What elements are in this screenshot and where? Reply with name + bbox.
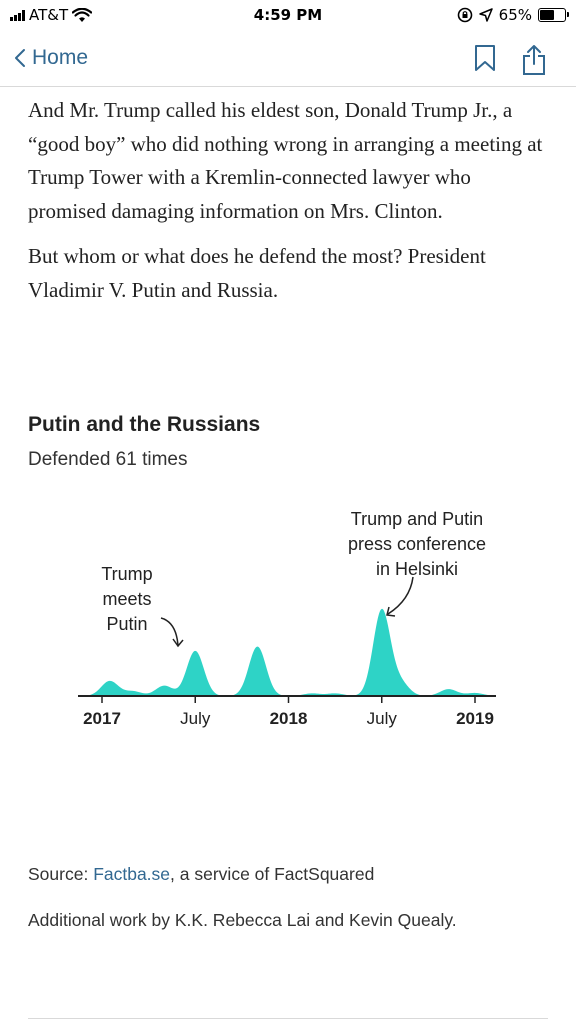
chart-annotation-arrow [160,617,179,646]
chart-annotation-0: Trump meets Putin [101,564,184,648]
chart: 2017 July 2018 July 2019 TrumpmeetsPutinTrum… [78,509,496,728]
nav-actions [474,44,546,76]
chart-annotation-line: press conference [348,534,486,554]
chart-density-area [78,608,496,696]
chart-annotation-line: Trump [101,564,152,584]
carrier-label: AT&T [29,6,69,24]
chart-tick-label: 2018 [270,709,308,728]
chart-annotation-line: Putin [106,614,147,634]
share-icon[interactable] [522,44,546,76]
status-time: 4:59 PM [253,6,323,24]
status-bar: AT&T 4:59 PM 65% [0,0,576,32]
chart-annotation-arrowhead [172,638,184,648]
battery-icon [538,8,569,22]
nav-bar: Home [0,32,576,87]
chart-tick-label: 2017 [83,709,121,728]
chart-annotation-line: in Helsinki [376,559,458,579]
article-paragraph: And Mr. Trump called his eldest son, Don… [28,98,543,223]
wifi-icon [72,7,93,22]
chart-ticks: 2017 July 2018 July 2019 [83,696,494,728]
signal-icon [10,9,25,21]
location-icon [478,8,493,22]
chart-tick-label: July [180,709,211,728]
chart-tick-label: 2019 [456,709,494,728]
status-left: AT&T [10,6,93,24]
chart-tick-label: July [367,709,398,728]
article-body: And Mr. Trump called his eldest son, Don… [28,94,548,319]
divider [28,1018,548,1019]
credit-line: Additional work by K.K. Rebecca Lai and … [28,910,457,930]
status-right: 65% [457,6,569,24]
chart-annotation-arrowhead [386,606,396,617]
chart-annotation-1: Trump and Putin press conference in Helsin… [348,509,486,617]
chevron-left-icon [15,49,25,67]
chart-annotations: Trump meets Putin Trump and Putin press conf… [101,509,486,648]
source-link[interactable]: Factba.se [93,864,171,884]
battery-percent: 65% [498,6,532,24]
source-prefix: Source: [28,864,94,884]
bookmark-icon[interactable] [474,44,496,72]
chart-title: Putin and the Russians [28,413,261,436]
orientation-lock-icon [457,7,472,23]
back-label: Home [32,46,89,69]
chart-area [78,608,496,696]
chart-annotation-line: Trump and Putin [351,509,483,529]
source-line: Source: Factba.se, a service of FactSqua… [28,864,374,885]
source-suffix: , a service of FactSquared [170,864,375,884]
battery-fill [540,10,555,20]
chart-annotation-arrow [387,576,414,615]
chart-subtitle: Defended 61 times [28,449,188,470]
chart-annotation-line: meets [102,589,151,609]
article-paragraph: But whom or what does he defend the most… [28,244,486,302]
back-button[interactable]: Home [14,46,88,70]
